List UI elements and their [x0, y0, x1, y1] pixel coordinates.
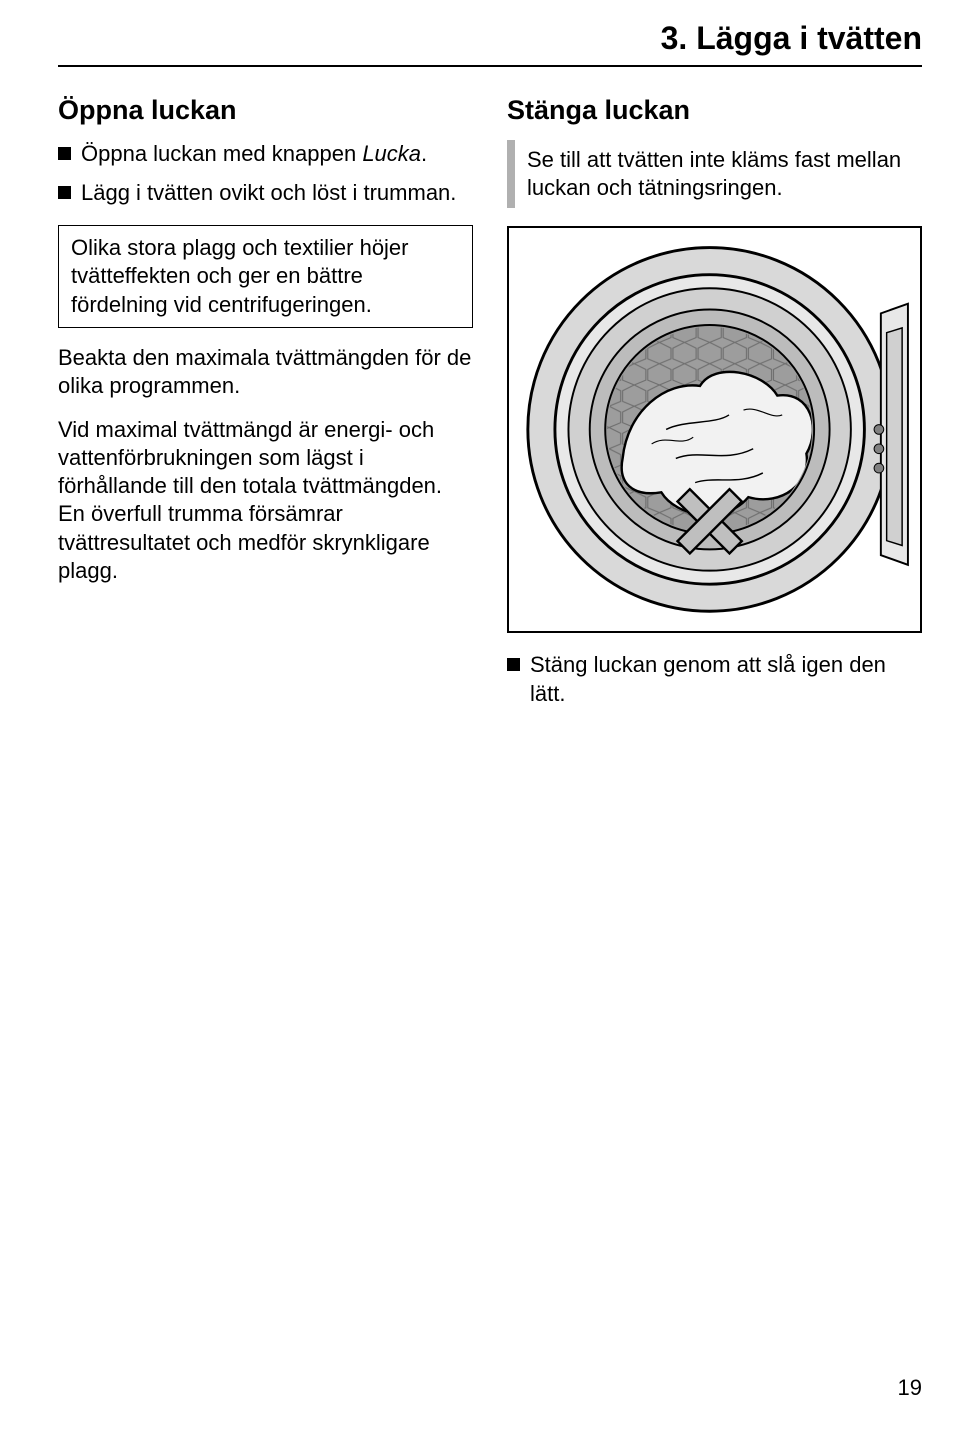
left-column: Öppna luckan Öppna luckan med knappen Lu…	[58, 95, 473, 718]
callout-note: Se till att tvätten inte kläms fast mell…	[507, 140, 922, 208]
bullet-text: Stäng luckan genom att slå igen den lätt…	[530, 651, 922, 708]
bullet-icon	[58, 147, 71, 160]
bullet-icon	[58, 186, 71, 199]
bullet-text: Lägg i tvätten ovikt och löst i trumman.	[81, 179, 473, 208]
right-section-title: Stänga luckan	[507, 95, 922, 126]
list-item: Stäng luckan genom att slå igen den lätt…	[507, 651, 922, 708]
bullet-icon	[507, 658, 520, 671]
paragraph: Vid maximal tvättmängd är energi- och va…	[58, 416, 473, 585]
left-section-title: Öppna luckan	[58, 95, 473, 126]
page-number: 19	[898, 1375, 922, 1401]
boxed-note: Olika stora plagg och textilier höjer tv…	[58, 225, 473, 327]
bullet-text: Öppna luckan med knappen Lucka.	[81, 140, 473, 169]
right-column: Stänga luckan Se till att tvätten inte k…	[507, 95, 922, 718]
paragraph: Beakta den maximala tvättmängden för de …	[58, 344, 473, 400]
figure-washer-door	[507, 226, 922, 633]
washer-illustration	[517, 236, 912, 623]
list-item: Lägg i tvätten ovikt och löst i trumman.	[58, 179, 473, 208]
page-title: 3. Lägga i tvätten	[58, 20, 922, 67]
list-item: Öppna luckan med knappen Lucka.	[58, 140, 473, 169]
content-columns: Öppna luckan Öppna luckan med knappen Lu…	[58, 95, 922, 718]
